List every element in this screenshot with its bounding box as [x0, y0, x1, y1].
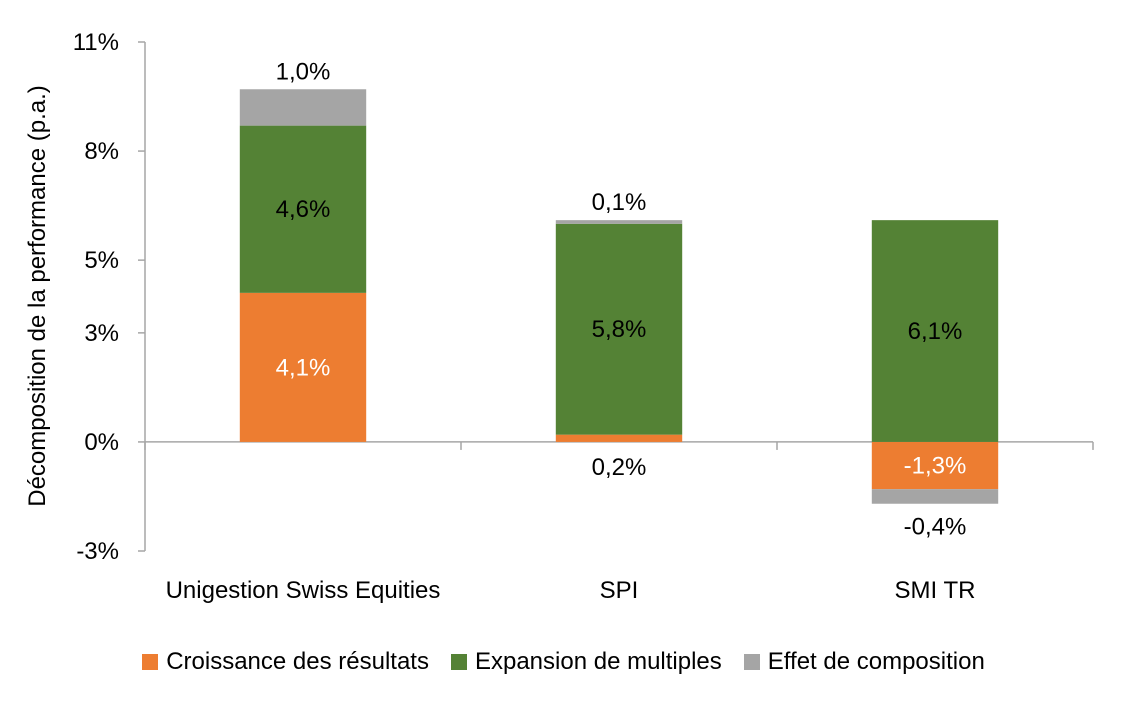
bar-segment [239, 125, 367, 293]
y-tick-label: 8% [84, 138, 119, 165]
bar-labels: 4,1% 4,6% 1,0% 0,2% 5,8% 0,1% -1,3% 6,1% -0,4% [276, 58, 967, 540]
data-label: 5,8% [592, 316, 647, 343]
data-label: -1,3% [904, 453, 967, 480]
legend-swatch-croissance [142, 654, 159, 670]
x-tick-label: SPI [600, 577, 639, 604]
data-label: 0,1% [592, 189, 647, 216]
data-label: 4,1% [276, 354, 331, 381]
legend: Croissance des résultats Expansion de mu… [0, 644, 1127, 680]
bar-segment [871, 441, 999, 490]
y-tick-label: 0% [84, 429, 119, 456]
y-axis-label: Décomposition de la performance (p.a.) [24, 85, 51, 507]
y-tick-label: 11% [73, 29, 119, 56]
bar-segment [555, 223, 683, 435]
data-label: 1,0% [276, 58, 331, 85]
data-label: 0,2% [592, 454, 647, 481]
y-axis: -3% 0% 3% 5% 8% 11% [73, 29, 146, 565]
bar-segment [239, 89, 367, 126]
legend-swatch-composition [743, 654, 760, 670]
legend-item-composition: Effet de composition [743, 648, 985, 676]
bar-segment [239, 292, 367, 442]
x-tick-label: Unigestion Swiss Equities [166, 577, 441, 604]
y-tick-label: 5% [84, 247, 119, 274]
x-axis: Unigestion Swiss Equities SPI SMI TR [144, 441, 1094, 604]
y-tick-label: 3% [84, 320, 119, 347]
bar-segment [871, 489, 999, 504]
bar-segment [555, 220, 683, 224]
data-label: -0,4% [904, 514, 967, 541]
legend-label-composition: Effet de composition [767, 648, 985, 675]
bars [239, 89, 999, 504]
legend-swatch-expansion [450, 654, 467, 670]
legend-item-expansion: Expansion de multiples [450, 648, 722, 676]
bar-segment [555, 434, 683, 442]
x-tick-label: SMI TR [895, 577, 976, 604]
legend-item-croissance: Croissance des résultats [142, 648, 429, 676]
data-label: 6,1% [908, 318, 963, 345]
bar-segment [871, 220, 999, 442]
y-tick-label: -3% [76, 538, 119, 565]
legend-label-croissance: Croissance des résultats [166, 648, 429, 675]
legend-label-expansion: Expansion de multiples [474, 648, 722, 675]
data-label: 4,6% [276, 196, 331, 223]
